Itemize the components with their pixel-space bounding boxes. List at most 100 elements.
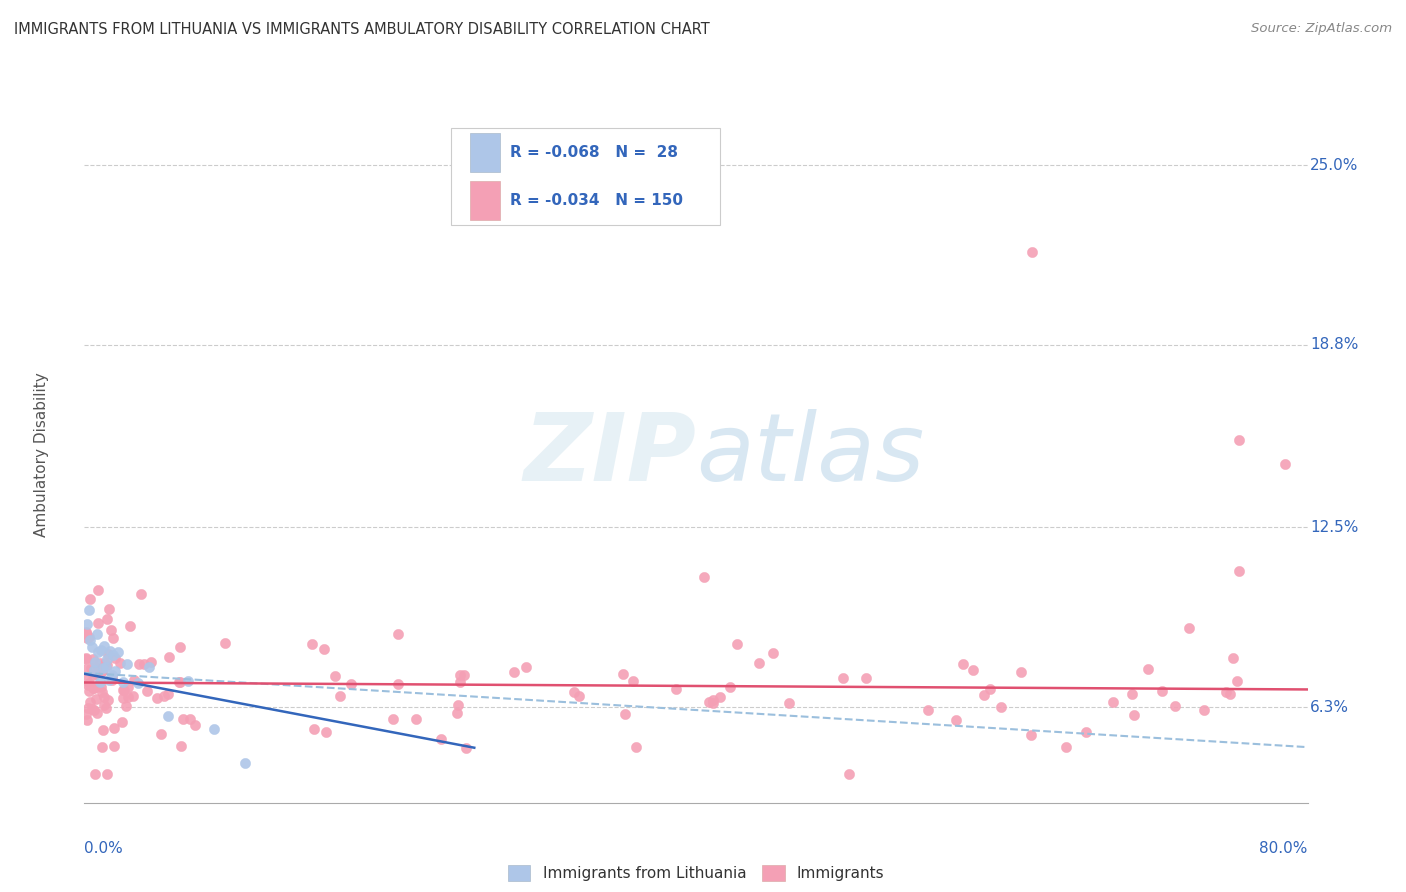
Bar bbox=[470, 134, 501, 172]
Point bbox=[329, 690, 352, 704]
Point bbox=[1021, 245, 1043, 260]
Point bbox=[301, 637, 323, 651]
Point bbox=[82, 652, 104, 666]
Point bbox=[446, 706, 468, 720]
Point bbox=[952, 657, 974, 672]
Point bbox=[1192, 704, 1215, 718]
Point bbox=[1074, 725, 1097, 739]
Point bbox=[80, 640, 103, 654]
Point bbox=[762, 646, 785, 660]
Point bbox=[725, 637, 748, 651]
Point bbox=[97, 692, 120, 706]
Text: 0.0%: 0.0% bbox=[84, 841, 124, 856]
Point bbox=[621, 673, 644, 688]
Point bbox=[91, 661, 114, 675]
Point bbox=[101, 670, 124, 684]
Point bbox=[87, 661, 110, 675]
Point bbox=[323, 669, 346, 683]
Point bbox=[1150, 683, 1173, 698]
Point bbox=[382, 712, 405, 726]
Point bbox=[91, 685, 114, 699]
Point bbox=[77, 701, 100, 715]
Point bbox=[86, 706, 108, 720]
Point bbox=[90, 740, 112, 755]
Point bbox=[84, 766, 107, 781]
Point bbox=[97, 673, 120, 687]
Point bbox=[150, 727, 173, 741]
Point bbox=[77, 684, 100, 698]
Point bbox=[83, 681, 105, 695]
Point bbox=[1164, 698, 1187, 713]
Point bbox=[122, 673, 145, 687]
Point bbox=[449, 674, 471, 689]
Point bbox=[153, 689, 176, 703]
Point bbox=[314, 641, 336, 656]
Point bbox=[387, 676, 409, 690]
Point bbox=[76, 713, 98, 727]
Point bbox=[94, 701, 117, 715]
Point bbox=[692, 570, 714, 584]
Point bbox=[1274, 457, 1296, 471]
Point bbox=[127, 676, 149, 690]
Point bbox=[1056, 739, 1078, 754]
Point bbox=[103, 631, 125, 645]
Point bbox=[96, 658, 118, 673]
Point bbox=[157, 709, 180, 723]
Point bbox=[77, 675, 100, 690]
Point bbox=[1227, 434, 1250, 448]
Point bbox=[80, 702, 103, 716]
Point bbox=[979, 682, 1001, 697]
Point bbox=[90, 643, 112, 657]
Point bbox=[84, 667, 107, 681]
Point bbox=[96, 612, 118, 626]
Point bbox=[449, 667, 471, 681]
Point bbox=[103, 648, 125, 663]
Point bbox=[136, 683, 159, 698]
Point bbox=[100, 673, 122, 688]
Point bbox=[96, 651, 118, 665]
Point bbox=[86, 692, 108, 706]
Point bbox=[454, 741, 477, 756]
Point bbox=[138, 660, 160, 674]
Point bbox=[101, 668, 124, 682]
Point bbox=[665, 682, 688, 697]
Point bbox=[128, 657, 150, 672]
Point bbox=[91, 723, 114, 738]
Point bbox=[75, 626, 97, 640]
Point bbox=[89, 657, 111, 671]
Text: atlas: atlas bbox=[696, 409, 924, 500]
Point bbox=[134, 657, 156, 671]
Point bbox=[697, 695, 720, 709]
Point bbox=[89, 674, 111, 689]
Point bbox=[778, 696, 800, 710]
Point bbox=[430, 731, 453, 746]
Point bbox=[173, 712, 195, 726]
Point bbox=[167, 675, 190, 690]
Point bbox=[93, 690, 115, 704]
Point bbox=[157, 650, 180, 665]
Text: R = -0.034   N = 150: R = -0.034 N = 150 bbox=[510, 194, 683, 208]
Point bbox=[1101, 695, 1123, 709]
Point bbox=[145, 691, 167, 706]
Point bbox=[179, 712, 201, 726]
Point bbox=[87, 582, 110, 597]
Point bbox=[1215, 684, 1237, 698]
Point bbox=[76, 652, 98, 666]
Point bbox=[718, 681, 741, 695]
Point bbox=[1219, 687, 1241, 701]
Point bbox=[446, 698, 468, 712]
Legend: Immigrants from Lithuania, Immigrants: Immigrants from Lithuania, Immigrants bbox=[502, 859, 890, 888]
Point bbox=[614, 706, 637, 721]
Point bbox=[169, 674, 191, 689]
Bar bbox=[451, 128, 720, 226]
Point bbox=[515, 660, 537, 674]
Point bbox=[962, 663, 984, 677]
Point bbox=[1123, 708, 1146, 723]
Point bbox=[108, 656, 131, 670]
Point bbox=[80, 661, 103, 675]
Point bbox=[1010, 665, 1032, 679]
Point bbox=[76, 617, 98, 632]
Point bbox=[79, 633, 101, 648]
Text: 12.5%: 12.5% bbox=[1310, 520, 1358, 535]
Point bbox=[838, 766, 860, 781]
